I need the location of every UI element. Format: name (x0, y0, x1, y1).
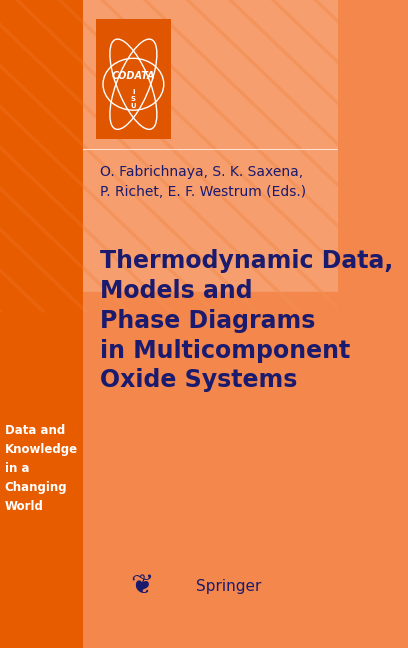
Polygon shape (366, 0, 408, 292)
Polygon shape (0, 0, 283, 292)
Polygon shape (246, 0, 408, 292)
Polygon shape (0, 0, 323, 292)
Polygon shape (0, 0, 204, 292)
Polygon shape (127, 0, 408, 292)
Polygon shape (167, 0, 408, 292)
Polygon shape (48, 0, 402, 292)
Polygon shape (0, 0, 124, 292)
Polygon shape (0, 0, 243, 292)
Polygon shape (87, 0, 408, 292)
Text: CODATA: CODATA (112, 71, 155, 82)
Bar (96, 19, 171, 139)
Polygon shape (326, 0, 408, 292)
Polygon shape (405, 0, 408, 292)
Bar (0, 0, 83, 648)
Text: Springer: Springer (196, 579, 261, 594)
Polygon shape (286, 0, 408, 292)
Polygon shape (206, 0, 408, 292)
Text: O. Fabrichnaya, S. K. Saxena,
P. Richet, E. F. Westrum (Eds.): O. Fabrichnaya, S. K. Saxena, P. Richet,… (100, 165, 306, 199)
Text: Data and
Knowledge
in a
Changing
World: Data and Knowledge in a Changing World (5, 424, 78, 513)
Polygon shape (8, 0, 362, 292)
Text: I
S
U: I S U (131, 89, 136, 110)
Text: Thermodynamic Data,
Models and
Phase Diagrams
in Multicomponent
Oxide Systems: Thermodynamic Data, Models and Phase Dia… (100, 249, 393, 392)
Text: ❦: ❦ (130, 572, 153, 601)
Polygon shape (0, 0, 164, 292)
Polygon shape (0, 0, 84, 292)
